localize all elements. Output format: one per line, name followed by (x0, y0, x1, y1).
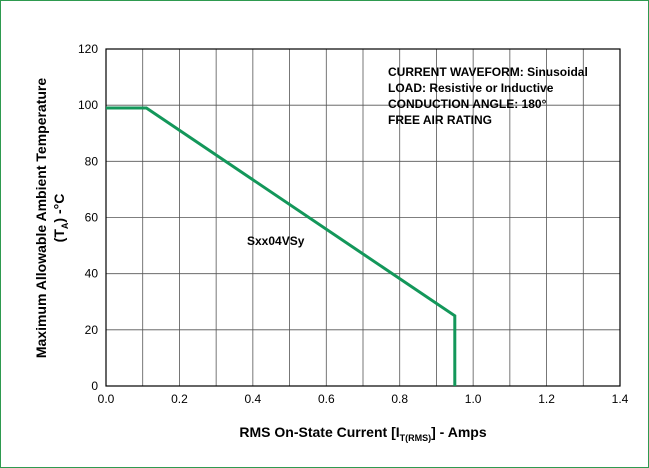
plot-area-border (105, 48, 621, 387)
y-tick-labels: 0 20 40 60 80 100 120 (78, 42, 98, 393)
y-tick-label: 80 (85, 154, 99, 168)
y-axis-title-line2: (TA) -°C (51, 194, 70, 243)
conditions-box: CURRENT WAVEFORM: Sinusoidal LOAD: Resis… (388, 65, 588, 127)
x-axis-title-subscript: T(RMS) (400, 433, 432, 443)
x-axis-title-suffix: ] - Amps (431, 424, 487, 440)
y-tick-label: 40 (85, 267, 99, 281)
series-label: Sxx04VSy (247, 234, 305, 248)
y-axis-title-subscript: A (60, 222, 70, 229)
condition-line: CONDUCTION ANGLE: 180° (388, 97, 547, 111)
x-tick-label: 0.4 (245, 392, 262, 406)
x-tick-label: 0.2 (171, 392, 188, 406)
x-tick-labels: 0.0 0.2 0.4 0.6 0.8 1.0 1.2 1.4 (98, 392, 629, 406)
x-tick-label: 0.6 (318, 392, 335, 406)
y-tick-label: 0 (91, 379, 98, 393)
y-axis-title: Maximum Allowable Ambient Temperature (T… (33, 78, 70, 359)
y-axis-title-line2-suffix: ) -°C (51, 194, 67, 223)
y-tick-label: 120 (78, 42, 98, 56)
y-axis-title-line1: Maximum Allowable Ambient Temperature (33, 78, 49, 359)
y-tick-label: 20 (85, 323, 99, 337)
x-tick-label: 1.0 (465, 392, 482, 406)
y-tick-label: 100 (78, 98, 98, 112)
condition-line: LOAD: Resistive or Inductive (388, 81, 554, 95)
y-axis-title-line2-prefix: (T (51, 229, 67, 243)
y-tick-label: 60 (85, 211, 99, 225)
x-tick-label: 0.0 (98, 392, 115, 406)
x-tick-label: 1.4 (612, 392, 629, 406)
x-tick-label: 0.8 (391, 392, 408, 406)
x-tick-label: 1.2 (538, 392, 555, 406)
condition-line: FREE AIR RATING (388, 113, 492, 127)
x-axis-title: RMS On-State Current [IT(RMS)] - Amps (239, 424, 486, 443)
condition-line: CURRENT WAVEFORM: Sinusoidal (388, 65, 588, 79)
x-axis-title-main: RMS On-State Current [I (239, 424, 399, 440)
series-line-sxx04vsy (106, 106, 457, 386)
